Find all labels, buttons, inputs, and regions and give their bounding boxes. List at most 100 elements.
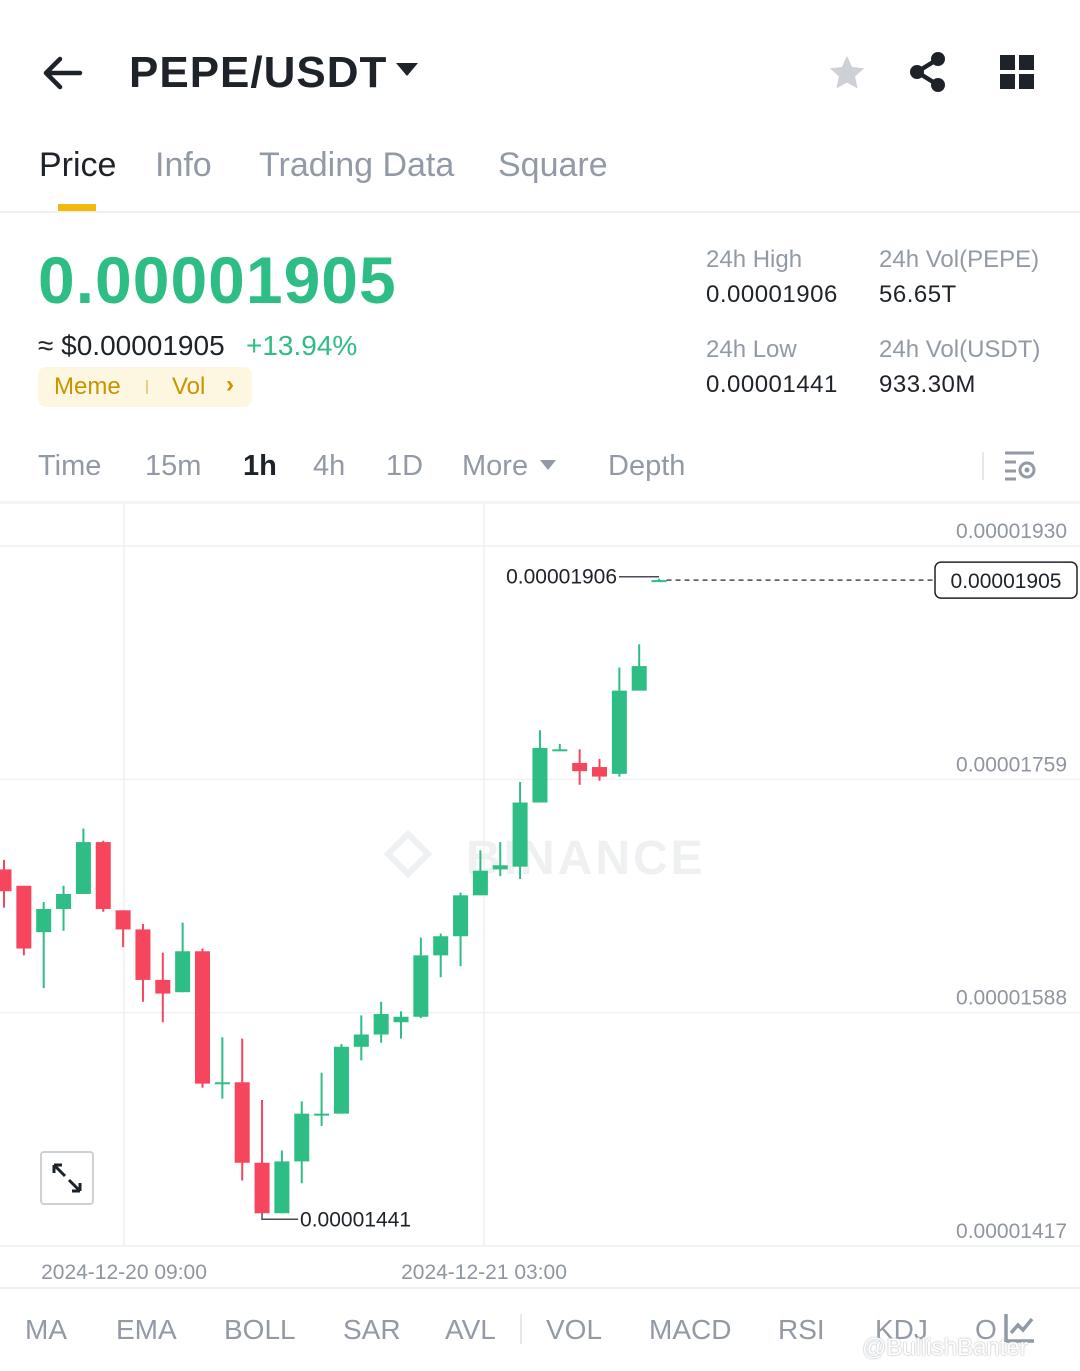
caret-down-icon[interactable] bbox=[540, 460, 556, 470]
candlestick-chart[interactable]: BINANCE 0.00001905 0.00001906 0.00001441 0… bbox=[0, 504, 1080, 1288]
indicator-vol[interactable]: VOL bbox=[546, 1314, 603, 1345]
x-tick-label: 2024-12-20 09:00 bbox=[41, 1261, 207, 1284]
timeframe-more[interactable]: More bbox=[462, 450, 529, 482]
indicator-boll[interactable]: BOLL bbox=[224, 1314, 296, 1345]
timeframe-time[interactable]: Time bbox=[38, 450, 102, 482]
candle-body bbox=[0, 869, 12, 892]
indicator-ema[interactable]: EMA bbox=[116, 1314, 177, 1345]
candle-body bbox=[175, 951, 191, 993]
grid-icon bbox=[1000, 55, 1034, 89]
stat-low-label: 24h Low bbox=[706, 336, 797, 363]
tag-vol[interactable]: Vol bbox=[172, 373, 206, 400]
stat-vol-quote-label: 24h Vol(USDT) bbox=[879, 336, 1041, 363]
indicator-settings-button[interactable] bbox=[1002, 1310, 1038, 1346]
candle-body bbox=[512, 802, 528, 867]
candle-body bbox=[651, 580, 667, 583]
indicator-more[interactable]: O bbox=[975, 1314, 997, 1345]
candle-body bbox=[393, 1016, 409, 1023]
timeframe-4h[interactable]: 4h bbox=[313, 450, 346, 482]
candle-body bbox=[56, 893, 72, 909]
candle-body bbox=[314, 1113, 330, 1116]
share-button[interactable] bbox=[906, 50, 950, 94]
chart-watermark: BINANCE bbox=[466, 832, 706, 885]
indicator-ma[interactable]: MA bbox=[25, 1314, 67, 1345]
tab-info[interactable]: Info bbox=[155, 146, 212, 184]
candle-body bbox=[95, 842, 111, 909]
candle-body bbox=[16, 885, 32, 949]
candle-body bbox=[353, 1034, 369, 1047]
grid-menu-button[interactable] bbox=[998, 53, 1036, 91]
divider bbox=[520, 1314, 522, 1344]
candle-body bbox=[214, 1082, 230, 1085]
tab-trading-data[interactable]: Trading Data bbox=[259, 146, 455, 184]
candle-body bbox=[492, 865, 508, 870]
chart-grid bbox=[0, 504, 1080, 1247]
candle-body bbox=[115, 910, 131, 930]
price-change-percent: +13.94% bbox=[246, 330, 358, 361]
stat-high-label: 24h High bbox=[706, 246, 803, 273]
fiat-price: ≈ $0.00001905 bbox=[38, 330, 225, 361]
high-marker-label: 0.00001906 bbox=[506, 566, 617, 589]
tags-chip[interactable] bbox=[38, 367, 252, 407]
indicator-rsi[interactable]: RSI bbox=[778, 1314, 825, 1345]
binance-logo-icon bbox=[383, 829, 433, 879]
last-price-tag bbox=[934, 561, 1078, 599]
candle-body bbox=[195, 951, 210, 1084]
fullscreen-button[interactable] bbox=[40, 1151, 94, 1205]
indicator-sar[interactable]: SAR bbox=[343, 1314, 401, 1345]
divider bbox=[982, 452, 984, 480]
x-tick-label: 2024-12-21 03:00 bbox=[401, 1261, 567, 1284]
divider bbox=[0, 501, 1080, 504]
candle-body bbox=[552, 749, 568, 752]
tab-price[interactable]: Price bbox=[39, 146, 117, 184]
candle-body bbox=[155, 979, 171, 994]
y-tick-label: 0.00001588 bbox=[956, 987, 1067, 1010]
low-marker-line bbox=[261, 1213, 299, 1221]
chevron-right-icon[interactable]: › bbox=[226, 371, 234, 398]
indicator-kdj[interactable]: KDJ bbox=[875, 1314, 928, 1345]
timeframe-15m[interactable]: 15m bbox=[145, 450, 202, 482]
candle-body bbox=[413, 955, 429, 1017]
low-marker-label: 0.00001441 bbox=[300, 1208, 411, 1231]
y-tick-label: 0.00001759 bbox=[956, 753, 1067, 776]
divider bbox=[0, 211, 1080, 213]
active-tab-indicator bbox=[58, 204, 96, 211]
chart-settings-icon bbox=[1005, 451, 1036, 481]
caret-down-icon[interactable] bbox=[396, 63, 418, 76]
candle-body bbox=[532, 747, 548, 803]
candle-body bbox=[433, 936, 449, 956]
candle-body bbox=[453, 895, 469, 937]
timeframe-1h[interactable]: 1h bbox=[243, 450, 277, 482]
pair-selector[interactable]: PEPE/USDT bbox=[129, 48, 388, 97]
expand-icon bbox=[52, 1163, 82, 1193]
favorite-button[interactable] bbox=[826, 52, 868, 94]
indicator-avl[interactable]: AVL bbox=[445, 1314, 496, 1345]
candle-body bbox=[274, 1161, 290, 1214]
candle-body bbox=[611, 690, 627, 774]
timeframe-1d[interactable]: 1D bbox=[386, 450, 424, 482]
candle-body bbox=[572, 762, 588, 772]
y-tick-label: 0.00001930 bbox=[956, 520, 1067, 543]
stat-high-value: 0.00001906 bbox=[706, 281, 838, 308]
tag-meme[interactable]: Meme bbox=[54, 373, 121, 400]
candle-body bbox=[333, 1046, 349, 1114]
stat-low-value: 0.00001441 bbox=[706, 371, 838, 398]
tag-divider bbox=[146, 380, 148, 394]
star-icon bbox=[829, 55, 865, 89]
indicator-macd[interactable]: MACD bbox=[649, 1314, 732, 1345]
back-button[interactable] bbox=[40, 50, 86, 96]
stat-vol-base-label: 24h Vol(PEPE) bbox=[879, 246, 1040, 273]
x-axis: 2024-12-20 09:00 2024-12-21 03:00 bbox=[41, 1261, 567, 1284]
depth-tab[interactable]: Depth bbox=[608, 450, 686, 482]
candle-body bbox=[135, 929, 151, 980]
chart-overlays: 0.00001905 0.00001906 0.00001441 bbox=[261, 561, 1078, 1231]
chart-settings-button[interactable] bbox=[1002, 448, 1038, 482]
divider bbox=[0, 1287, 1080, 1289]
share-icon bbox=[910, 52, 945, 92]
y-tick-label: 0.00001417 bbox=[956, 1220, 1067, 1243]
candle-body bbox=[75, 842, 91, 894]
candle-body bbox=[254, 1162, 270, 1214]
candle-body bbox=[373, 1014, 389, 1035]
last-price-tag-label: 0.00001905 bbox=[951, 570, 1062, 593]
tab-square[interactable]: Square bbox=[498, 146, 608, 184]
